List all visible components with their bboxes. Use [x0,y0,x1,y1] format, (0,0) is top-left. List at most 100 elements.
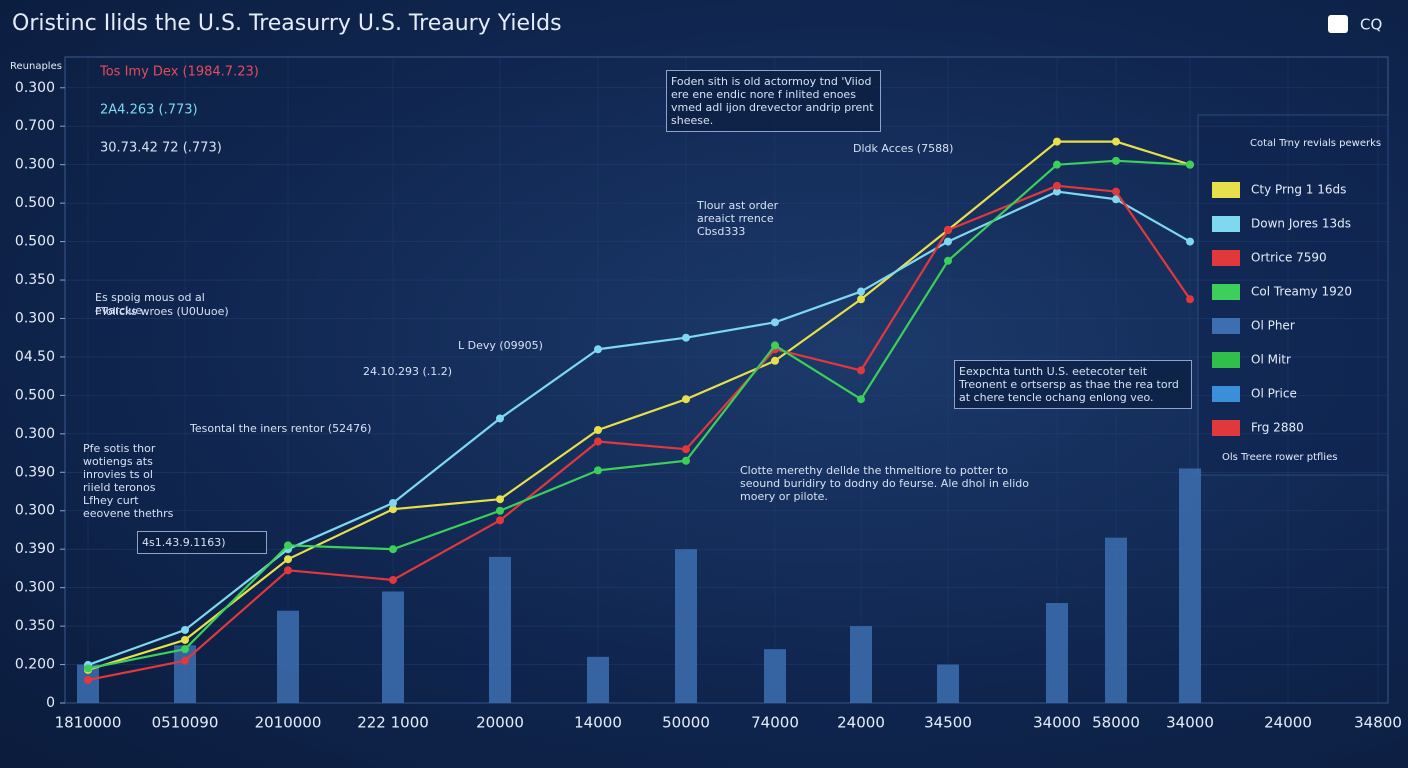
bar [937,664,959,703]
point [1186,295,1194,304]
x-tick-label: 14000 [574,714,622,732]
y-tick-label: 0.350 [15,618,55,634]
bar [764,649,786,703]
y-tick-label: 04.50 [15,349,55,365]
point [181,656,189,665]
annotation: Dldk Acces (7588) [853,142,954,155]
point [594,345,602,354]
corner-label: CQ [1360,16,1382,34]
x-tick-label: 50000 [662,714,710,732]
legend-label: Cty Prng 1 16ds [1251,183,1346,197]
y-tick-label: 0.700 [15,118,55,134]
bar [174,645,196,703]
point [944,237,952,246]
point [496,495,504,504]
bar [1046,603,1068,703]
annotation: Eexpchta tunth U.S. eetecoter teit Treon… [954,360,1192,409]
y-tick-label: 0.500 [15,234,55,250]
legend-swatch [1212,420,1240,436]
bar [587,656,609,703]
y-tick-label: 0.390 [15,541,55,557]
point [682,333,690,342]
point [496,506,504,515]
x-tick-label: 34000 [1033,714,1081,732]
point [389,505,397,514]
point [682,395,690,404]
bar [489,556,511,703]
x-tick-label: 1810000 [55,714,122,732]
x-tick-label: 24000 [837,714,885,732]
left-legend-label: Tos Imy Dex (1984.7.23) [99,65,259,80]
legend-swatch [1212,318,1240,334]
bar [850,626,872,703]
point [1053,181,1061,190]
x-tick-label: 58000 [1092,714,1140,732]
legend-label: Ortrice 7590 [1251,251,1327,265]
bar [1105,537,1127,703]
point [594,466,602,475]
point [389,545,397,554]
point [1186,160,1194,169]
y-tick-label: 0.300 [15,157,55,173]
point [284,555,292,564]
annotation: Es spoig mous od al evarclue [95,291,205,317]
y-tick-label: 0 [46,695,55,711]
legend-label: Down Jores 13ds [1251,217,1351,231]
x-tick-label: 2010000 [255,714,322,732]
point [771,318,779,327]
x-tick-label: 34000 [1166,714,1214,732]
annotation: 24.10.293 (.1.2) [363,365,453,378]
annotation: Foden sith is old actormoy tnd 'Viiod er… [666,70,881,132]
x-tick-label: 0510090 [152,714,219,732]
point [496,414,504,423]
y-tick-label: 0.300 [15,310,55,326]
point [1186,237,1194,246]
annotation: Tesontal the iners rentor (52476) [190,422,372,435]
y-tick-label: 0.300 [15,580,55,596]
point [771,341,779,350]
x-tick-label: 24000 [1264,714,1312,732]
point [181,625,189,634]
y-tick-label: 0.350 [15,272,55,288]
bar [277,610,299,703]
legend-label: Ol Pher [1251,319,1295,333]
legend-swatch [1212,352,1240,368]
point [944,226,952,235]
axis-label: Reunaples [10,61,62,72]
legend-title: Cotal Trny revials pewerks [1250,138,1381,149]
bar [675,549,697,703]
point [284,566,292,575]
bar [382,591,404,703]
point [1053,187,1061,196]
point [1112,137,1120,146]
legend-label: Ol Mitr [1251,353,1291,367]
legend-label: Ol Price [1251,387,1297,401]
point [771,356,779,365]
point [181,635,189,644]
annotation: FTolicks wroes (U0Uuoe) [95,305,229,318]
y-tick-label: 0.200 [15,657,55,673]
point [389,575,397,584]
y-tick-label: 0.500 [15,387,55,403]
point [594,437,602,446]
point [857,295,865,304]
y-tick-label: 0.300 [15,80,55,96]
annotation: L Devy (09905) [458,339,543,352]
x-tick-label: 34800 [1354,714,1402,732]
point [857,366,865,375]
y-tick-label: 0.300 [15,426,55,442]
y-tick-label: 0.500 [15,195,55,211]
left-legend-label: 2A4.263 (.773) [100,103,198,118]
point [682,456,690,465]
x-tick-label: 20000 [476,714,524,732]
point [1112,156,1120,165]
point [84,664,92,673]
annotation: Tlour ast order areaict rrence Cbsd333 [697,199,779,238]
legend-swatch [1212,386,1240,402]
point [857,395,865,404]
point [1112,187,1120,196]
point [857,287,865,296]
point [944,256,952,265]
